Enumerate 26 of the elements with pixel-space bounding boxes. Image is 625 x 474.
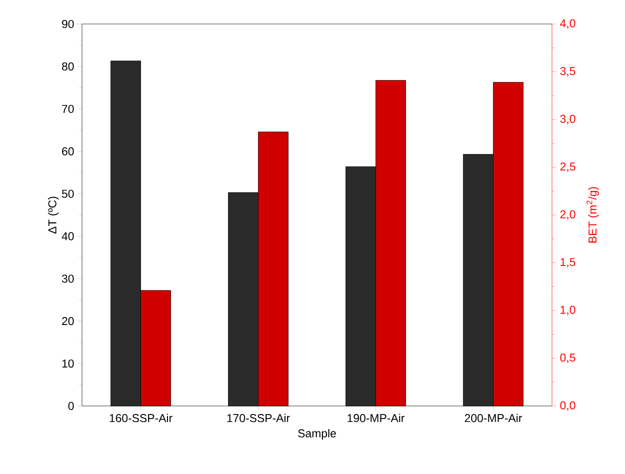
x-axis-title: Sample <box>298 429 336 440</box>
y2-tick-label: 2,5 <box>560 162 576 172</box>
y-axis-title: ΔT (ºC) <box>48 196 59 234</box>
y2-tick-label: 0,5 <box>560 354 576 363</box>
y-tick-label: 60 <box>62 147 74 156</box>
y-tick-label: 0 <box>68 402 74 410</box>
y2-tick-label: 1,5 <box>560 258 576 268</box>
x-tick-label: 190-MP-Air <box>348 414 405 422</box>
x-tick-label: 170-SSP-Air <box>227 414 290 422</box>
y2-tick-label: 3,0 <box>560 114 576 124</box>
y-tick-label: 40 <box>62 232 74 240</box>
y-tick-label: 20 <box>62 317 74 326</box>
y-tick-label: 10 <box>62 359 74 368</box>
y2-tick-label: 2,0 <box>560 210 576 220</box>
y-tick-label: 30 <box>62 274 74 283</box>
y2-tick-label: 3,5 <box>560 67 576 76</box>
y2-tick-label: 0,0 <box>560 401 576 411</box>
y2-axis-title: BET (m$^{2}$/g) <box>586 187 599 243</box>
y-tick-label: 80 <box>62 62 74 70</box>
x-tick-label: 200-MP-Air <box>464 414 522 422</box>
y-tick-label: 50 <box>62 190 74 198</box>
y2-tick-label: 4,0 <box>560 19 576 29</box>
y2-tick-label: 1,0 <box>560 306 576 316</box>
y-tick-label: 70 <box>62 104 74 113</box>
x-tick-label: 160-SSP-Air <box>110 414 172 422</box>
y-tick-label: 90 <box>62 20 74 28</box>
